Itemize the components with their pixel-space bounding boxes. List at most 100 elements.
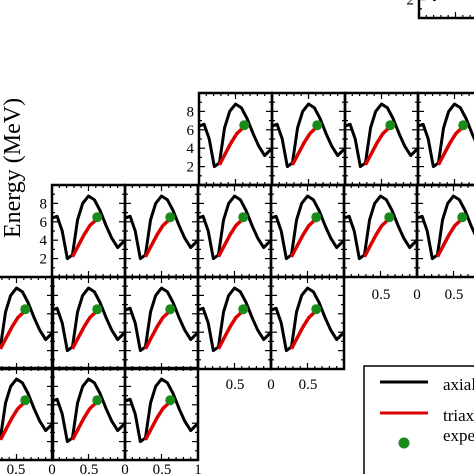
y-tick-label: 8: [40, 196, 48, 212]
triaxial-curve: [289, 310, 317, 350]
experimental-point: [92, 304, 103, 315]
x-tick-label: 0.5: [372, 287, 391, 303]
triaxial-curve: [143, 401, 171, 441]
panel-8: [196, 183, 273, 279]
triaxial-curve: [290, 126, 318, 166]
experimental-point: [458, 120, 469, 131]
y-tick-label: 2: [40, 252, 48, 268]
x-tick-label: 0: [267, 377, 275, 393]
panel-14: [123, 275, 200, 371]
axial-curve: [271, 286, 344, 353]
triaxial-curve: [0, 401, 26, 441]
panel-grid: [0, 0, 474, 462]
panel-19: [123, 366, 200, 462]
panel-11: [415, 183, 474, 279]
axial-curve: [272, 102, 345, 169]
triaxial-curve: [143, 218, 171, 258]
panel-17: [0, 366, 55, 462]
x-tick-label: 1: [194, 462, 202, 474]
experimental-point: [311, 304, 322, 315]
x-tick-label: 0.5: [80, 462, 99, 474]
y-axis-label: Energy (MeV): [0, 98, 26, 238]
triaxial-curve: [217, 126, 245, 166]
legend-experimental-label: experimental data: [443, 426, 474, 445]
panel-frame: [0, 275, 55, 371]
triaxial-curve: [70, 218, 98, 258]
axial-curve: [417, 194, 474, 261]
axial-curve: [52, 377, 125, 444]
axial-curve: [125, 377, 198, 444]
triaxial-curve: [435, 218, 463, 258]
triaxial-curve: [0, 310, 26, 350]
experimental-point: [385, 120, 396, 131]
panel-6: [50, 183, 127, 279]
experimental-point: [165, 304, 176, 315]
experimental-point: [312, 120, 323, 131]
y-tick-label: 6: [187, 123, 195, 139]
panel-18: [50, 366, 127, 462]
axial-curve: [52, 286, 125, 353]
panel-1: [417, 0, 474, 20]
legend-axial-label: axial: [443, 375, 474, 394]
axial-curve: [418, 102, 474, 169]
panel-frame: [123, 366, 200, 462]
legend-box: [363, 365, 474, 474]
experimental-point: [92, 212, 103, 223]
panel-frame: [416, 91, 474, 187]
panel-13: [50, 275, 127, 371]
experimental-point: [20, 304, 31, 315]
panel-3: [270, 91, 347, 187]
experimental-point: [20, 395, 31, 406]
axial-curve: [125, 194, 198, 261]
legend-experimental-swatch: [398, 437, 410, 449]
triaxial-curve: [289, 218, 317, 258]
experimental-point: [92, 395, 103, 406]
triaxial-curve: [143, 310, 171, 350]
experimental-point: [457, 212, 468, 223]
triaxial-curve: [363, 126, 391, 166]
y-tick-label: 4: [40, 233, 48, 249]
triaxial-curve: [216, 310, 244, 350]
x-tick-label: 0: [121, 462, 129, 474]
experimental-point: [311, 212, 322, 223]
panel-frame: [269, 275, 346, 371]
panel-frame: [415, 183, 474, 279]
triaxial-curve: [362, 218, 390, 258]
x-tick-label: 0: [413, 287, 421, 303]
x-tick-label: 0.5: [153, 462, 172, 474]
x-tick-labels: 0.5 0 0.5 0.5 0 0.5 0.5 0 0.5 0 0.5 1: [7, 287, 464, 474]
y-tick-label: 6: [40, 215, 48, 231]
x-tick-label: 0.5: [445, 287, 464, 303]
y-tick-label: 8: [187, 104, 195, 120]
experimental-point: [238, 304, 249, 315]
panel-2: [197, 91, 274, 187]
y-tick-labels: 24682468246810: [40, 0, 415, 268]
legend: axial triaxial experimental data: [363, 365, 474, 474]
panel-4: [343, 91, 420, 187]
axial-curve: [0, 377, 53, 441]
experimental-point: [238, 212, 249, 223]
panel-frame: [0, 366, 55, 462]
x-tick-label: 0.5: [7, 462, 26, 474]
panel-12: [0, 275, 55, 371]
triaxial-curve: [436, 126, 464, 166]
panel-7: [123, 183, 200, 279]
panel-10: [342, 183, 419, 279]
panel-9: [269, 183, 346, 279]
experimental-point: [165, 212, 176, 223]
experimental-point: [384, 212, 395, 223]
panel-15: [196, 275, 273, 371]
panel-frame: [417, 0, 474, 20]
legend-triaxial-label: triaxial: [443, 406, 474, 425]
y-tick-label: 4: [187, 141, 195, 157]
axial-curve: [271, 194, 344, 261]
triaxial-curve: [70, 310, 98, 350]
x-tick-label: 0.5: [299, 377, 318, 393]
axial-curve: [52, 194, 125, 261]
axial-curve: [198, 194, 271, 261]
panel-16: [269, 275, 346, 371]
panel-5: [416, 91, 474, 187]
experimental-point: [165, 395, 176, 406]
axial-curve: [0, 286, 53, 350]
experimental-point: [239, 120, 250, 131]
